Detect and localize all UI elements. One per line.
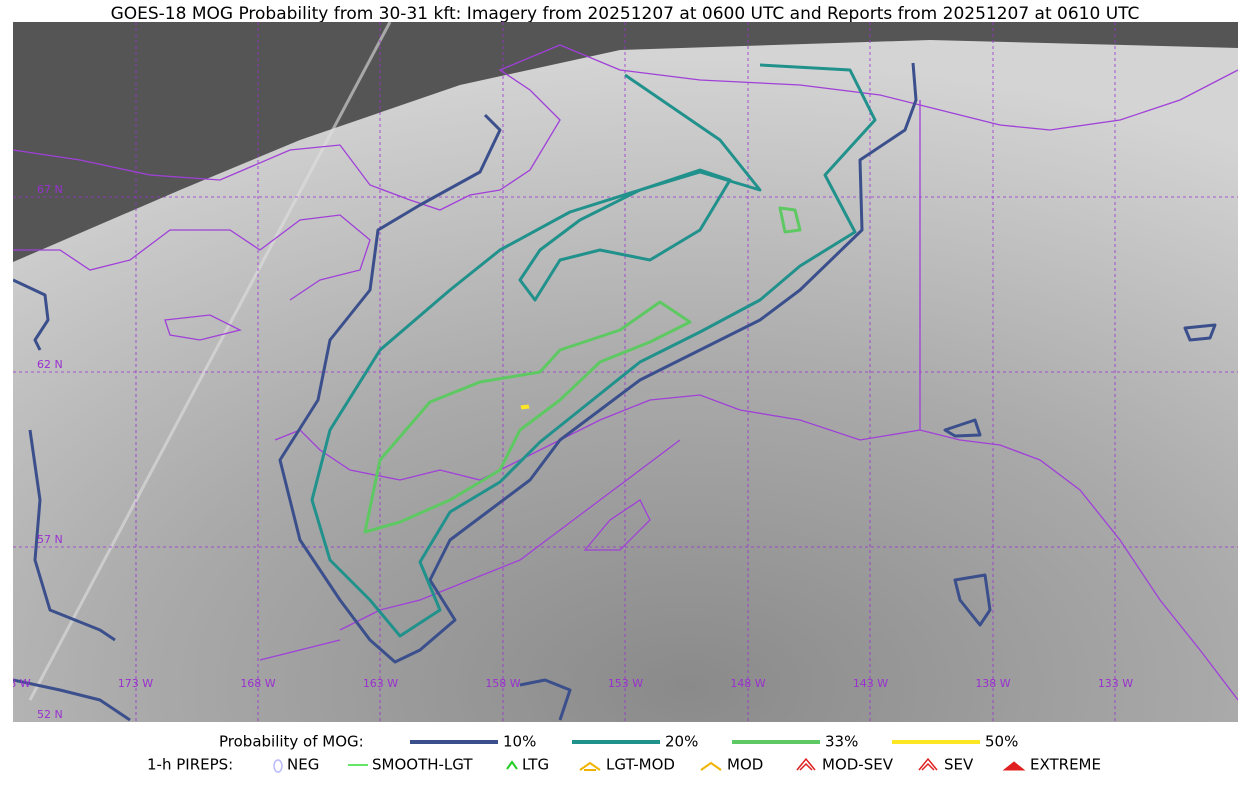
coastlines xyxy=(13,44,1238,701)
contour-33 xyxy=(363,300,692,534)
contour-10 xyxy=(13,278,50,351)
legend-label: SEV xyxy=(944,756,974,774)
contour-20 xyxy=(310,63,877,638)
legend-label: MOD xyxy=(727,756,763,774)
contour-50 xyxy=(520,404,530,410)
legend-icon xyxy=(579,761,601,771)
coastline xyxy=(259,639,341,661)
legend-icon xyxy=(700,761,722,771)
legend-label: NEG xyxy=(287,756,319,774)
probability-contours xyxy=(13,62,1217,722)
title: GOES-18 MOG Probability from 30-31 kft: … xyxy=(111,4,1140,24)
grid xyxy=(13,22,1238,722)
contour-10 xyxy=(278,62,918,664)
legend-label: 20% xyxy=(665,733,698,751)
contour-10 xyxy=(28,429,116,642)
contour-10 xyxy=(13,678,131,722)
longitude-label: 133 W xyxy=(1098,677,1133,690)
legend-label: SMOOTH-LGT xyxy=(372,756,473,774)
longitude-label: 148 W xyxy=(730,677,765,690)
legend-title: Probability of MOG: xyxy=(219,733,364,751)
legend-label: MOD-SEV xyxy=(822,756,894,774)
island xyxy=(583,499,651,551)
legend-icon xyxy=(1002,761,1026,771)
latitude-label: 62 N xyxy=(37,358,63,371)
legend: Probability of MOG: 1-h PIREPS: 10% 20% 33… xyxy=(147,733,1101,774)
island xyxy=(164,314,242,341)
latitude-labels: 67 N 62 N 57 N 52 N xyxy=(37,183,63,721)
scan-line xyxy=(28,22,392,701)
contour-10 xyxy=(519,678,572,721)
longitude-label: 178 W xyxy=(0,677,31,690)
no-data-area xyxy=(13,22,1238,262)
contour-10 xyxy=(1183,323,1217,342)
legend-label: LGT-MOD xyxy=(606,756,675,774)
longitude-label: 173 W xyxy=(118,677,153,690)
latitude-label: 52 N xyxy=(37,708,63,721)
legend-title: 1-h PIREPS: xyxy=(147,756,233,774)
latitude-label: 57 N xyxy=(37,533,63,546)
contour-10 xyxy=(953,573,992,627)
longitude-label: 163 W xyxy=(363,677,398,690)
longitude-label: 153 W xyxy=(608,677,643,690)
contour-20 xyxy=(518,168,732,302)
legend-icon xyxy=(918,757,938,771)
legend-icon xyxy=(506,760,518,770)
longitude-label: 138 W xyxy=(975,677,1010,690)
legend-label: 33% xyxy=(825,733,858,751)
legend-label: LTG xyxy=(522,756,549,774)
coastline xyxy=(13,44,1238,211)
legend-label: 50% xyxy=(985,733,1018,751)
longitude-label: 168 W xyxy=(240,677,275,690)
longitude-labels: 178 W 173 W 168 W 163 W 158 W 153 W 148 W 143 W… xyxy=(0,677,1133,690)
longitude-label: 143 W xyxy=(853,677,888,690)
latitude-label: 67 N xyxy=(37,183,63,196)
legend-icon xyxy=(796,757,816,771)
legend-label: 10% xyxy=(503,733,536,751)
longitude-label: 158 W xyxy=(485,677,520,690)
contour-10 xyxy=(943,418,982,438)
coastline xyxy=(13,214,371,301)
coastline xyxy=(274,394,1238,701)
map: 67 N 62 N 57 N 52 N 178 W 173 W 168 W 163 W 158… xyxy=(0,22,1238,722)
legend-icon xyxy=(273,759,283,773)
contour-33 xyxy=(778,206,802,234)
coastline xyxy=(339,439,681,631)
legend-label: EXTREME xyxy=(1030,756,1101,774)
